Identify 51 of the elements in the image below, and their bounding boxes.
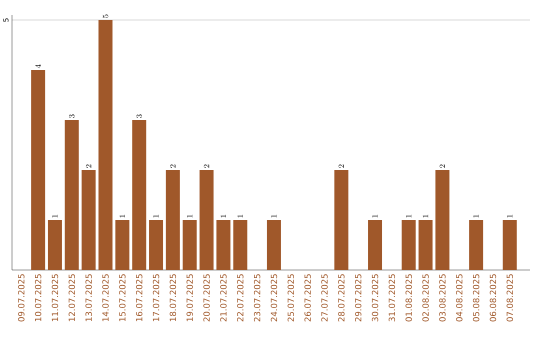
x-tick-label: 14.07.2025 xyxy=(102,274,109,322)
x-tick-label: 20.07.2025 xyxy=(203,274,210,322)
x-tick-label: 27.07.2025 xyxy=(321,274,328,322)
x-tick-label: 25.07.2025 xyxy=(288,274,294,322)
bar xyxy=(334,170,348,270)
x-tick-label: 07.08.2025 xyxy=(506,274,513,322)
x-tick-label: 19.07.2025 xyxy=(186,274,193,322)
bar xyxy=(31,70,46,270)
x-tick-label: 24.07.2025 xyxy=(270,274,278,322)
x-tick-label: 16.07.2025 xyxy=(136,274,142,322)
x-tick-label: 21.07.2025 xyxy=(220,274,227,322)
x-tick-label: 05.08.2025 xyxy=(472,274,480,322)
bar xyxy=(402,220,416,270)
bar xyxy=(266,220,281,270)
x-tick-label: 12.07.2025 xyxy=(68,274,76,322)
bar xyxy=(200,170,214,270)
bar xyxy=(48,220,62,270)
x-tick-label: 28.07.2025 xyxy=(338,274,345,322)
bar xyxy=(64,120,79,270)
x-tick-label: 09.07.2025 xyxy=(18,274,24,322)
bar xyxy=(182,220,197,270)
x-tick-label: 22.07.2025 xyxy=(237,274,244,322)
x-tick-label: 01.08.2025 xyxy=(406,274,412,322)
x-tick-label: 02.08.2025 xyxy=(422,274,429,322)
bar xyxy=(502,220,517,270)
x-tick-label: 18.07.2025 xyxy=(170,274,176,322)
x-tick-label: 04.08.2025 xyxy=(456,274,462,322)
bar xyxy=(469,220,484,270)
x-tick-label: 26.07.2025 xyxy=(304,274,311,322)
bar xyxy=(115,220,130,270)
x-tick-label: 15.07.2025 xyxy=(119,274,126,322)
bar xyxy=(418,220,433,270)
x-tick-label: 23.07.2025 xyxy=(254,274,260,322)
x-tick-label: 30.07.2025 xyxy=(372,274,378,322)
x-tick-label: 29.07.2025 xyxy=(354,274,362,322)
bar xyxy=(368,220,382,270)
x-tick-label: 17.07.2025 xyxy=(152,274,160,322)
x-tick-label: 06.08.2025 xyxy=(490,274,496,322)
bar xyxy=(149,220,164,270)
bar xyxy=(166,170,180,270)
bar xyxy=(216,220,230,270)
bar xyxy=(82,170,96,270)
bar xyxy=(132,120,146,270)
x-tick-label: 03.08.2025 xyxy=(439,274,446,322)
x-tick-label: 31.07.2025 xyxy=(388,274,396,322)
bar xyxy=(98,20,112,270)
bar xyxy=(233,220,248,270)
bar xyxy=(435,170,450,270)
x-tick-label: 11.07.2025 xyxy=(52,274,58,322)
x-tick-label: 10.07.2025 xyxy=(34,274,42,322)
x-tick-label: 13.07.2025 xyxy=(85,274,92,322)
